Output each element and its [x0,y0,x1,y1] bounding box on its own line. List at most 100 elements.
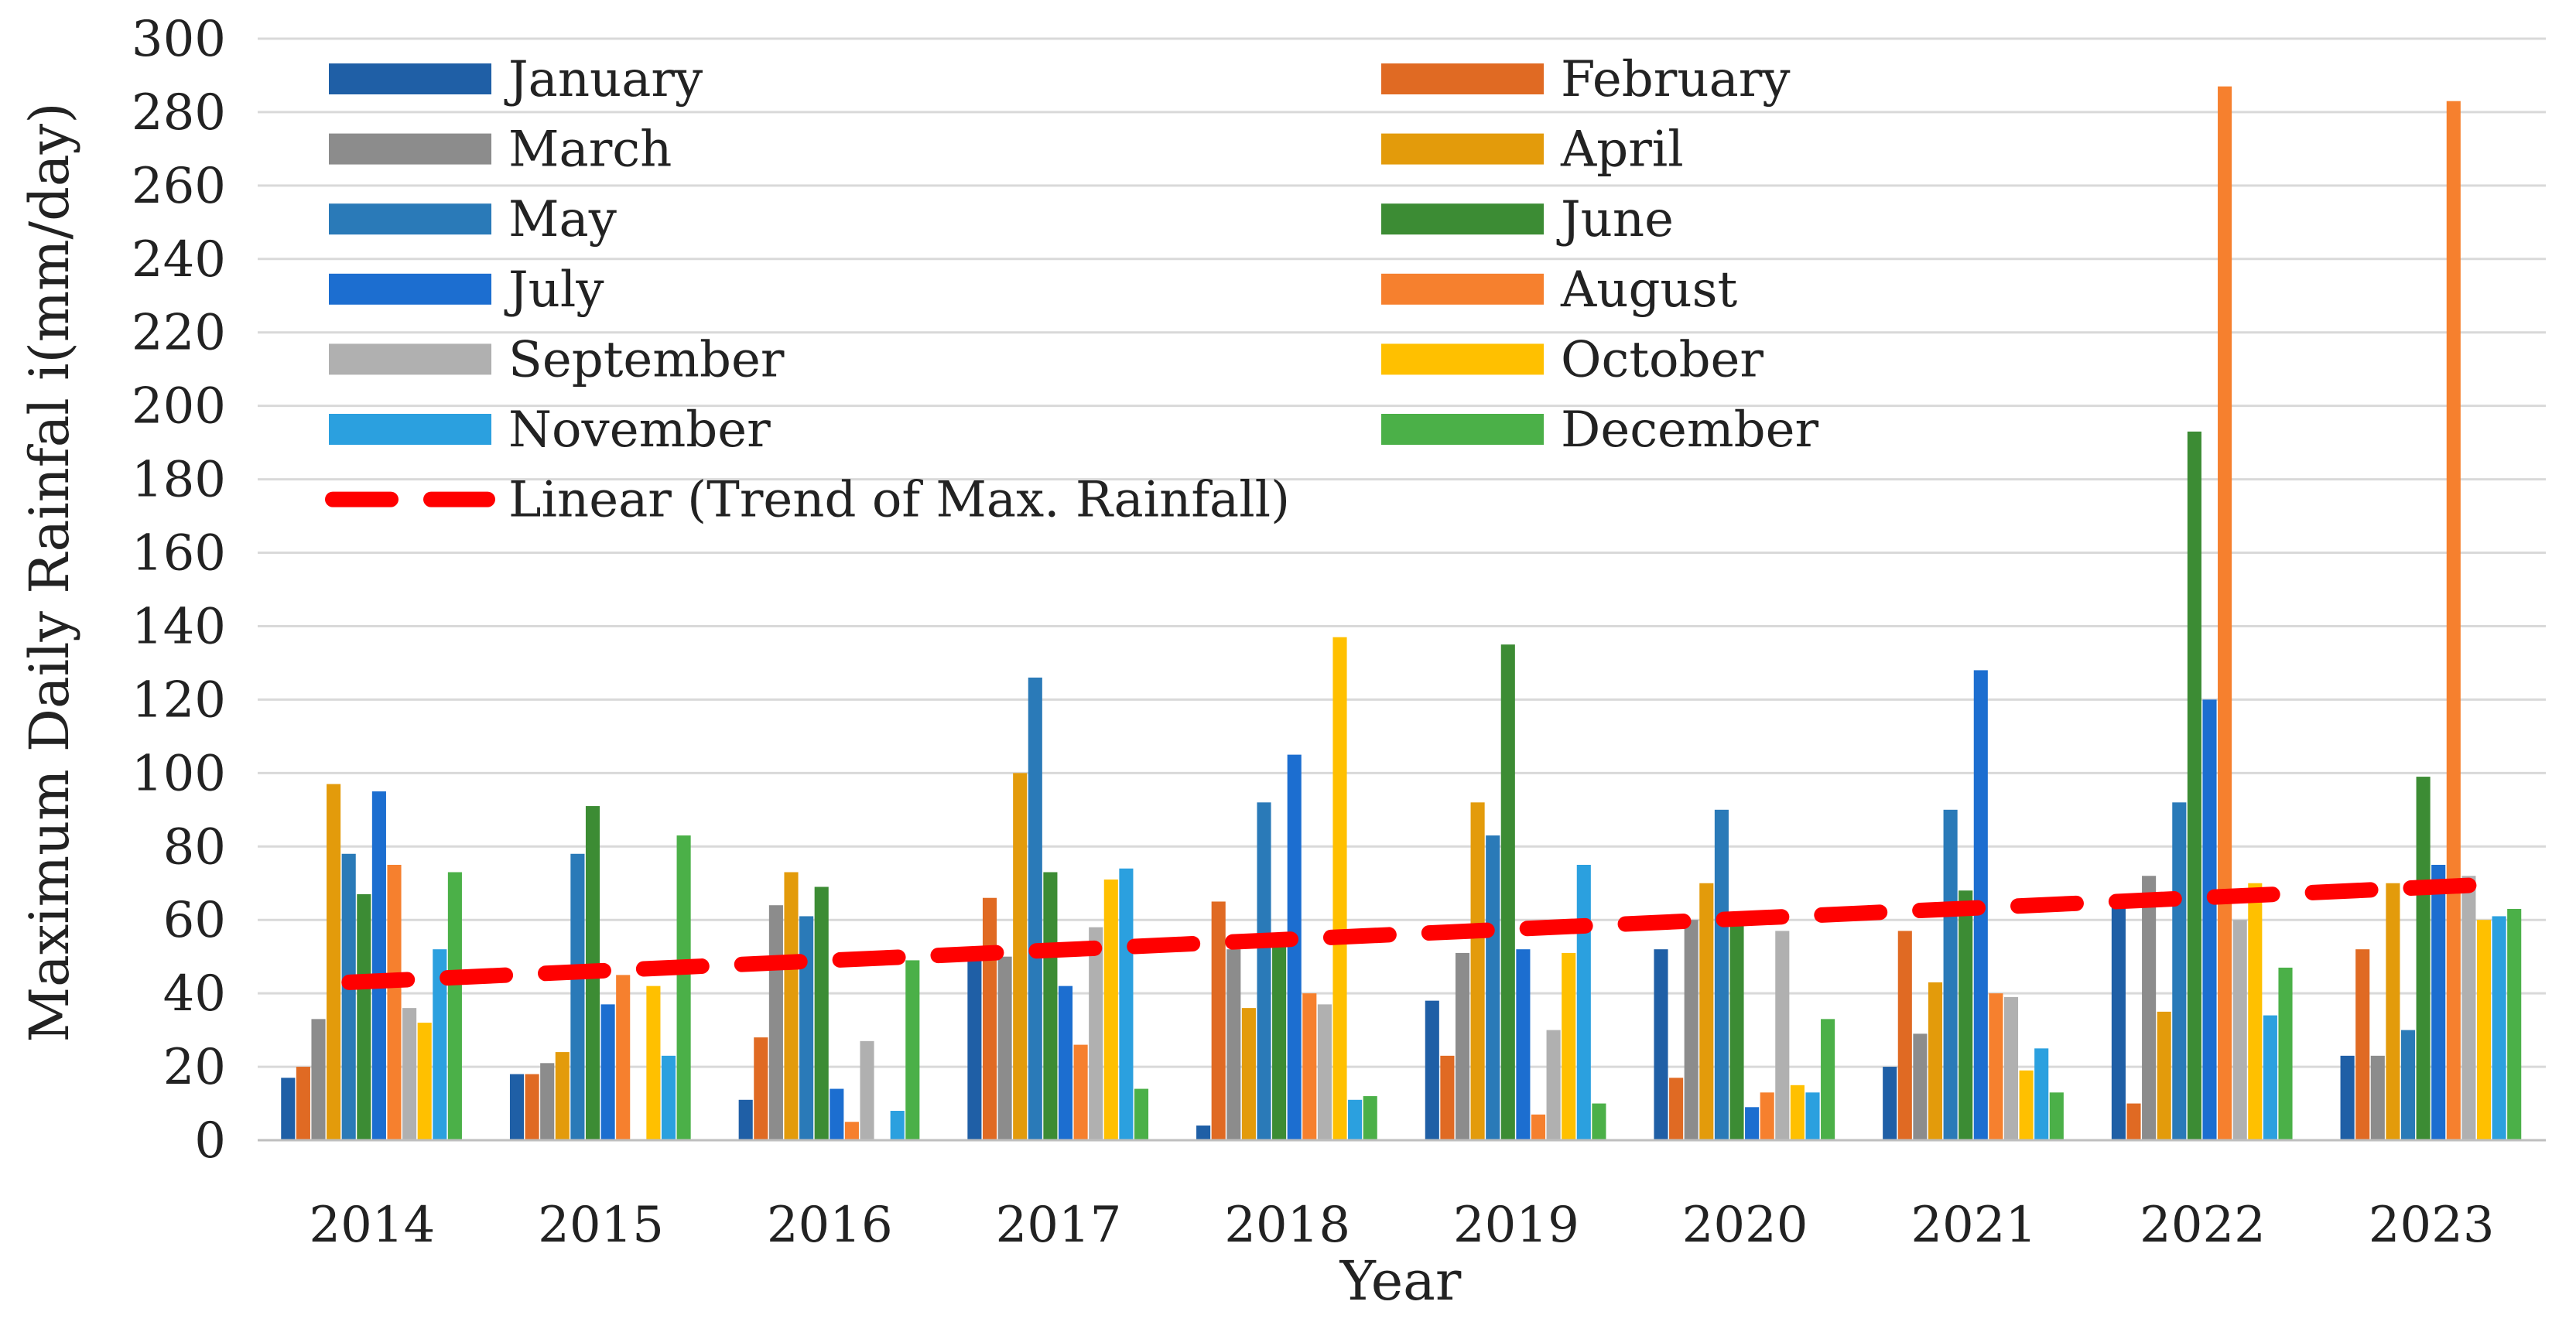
legend-swatch [1381,133,1544,165]
legend-item: June [1381,191,1674,248]
bar [357,893,371,1140]
bar [1989,993,2003,1140]
y-tick-label: 120 [132,671,226,729]
legend-item: November [329,401,771,459]
x-tick-label: 2022 [2140,1197,2266,1254]
bar [1043,872,1058,1140]
bar [860,1040,874,1140]
bar [967,960,982,1140]
bar [281,1078,296,1140]
bar [570,853,585,1140]
bar [1226,949,1241,1140]
bar [830,1088,844,1140]
bar [1470,802,1485,1140]
x-tick-label: 2017 [996,1197,1122,1254]
legend-item: October [1381,331,1764,388]
legend-label: August [1560,261,1737,319]
bar [402,1008,417,1140]
bar [1302,993,1317,1140]
bar [616,975,631,1140]
x-tick-label: 2014 [309,1197,435,1254]
bar [1913,1033,1928,1140]
bar [1028,677,1042,1140]
bar [1211,901,1226,1140]
legend-label: March [508,121,672,179]
legend-item: May [329,191,617,248]
legend-label: July [504,261,604,319]
y-tick-label: 0 [194,1112,226,1170]
bar [997,956,1012,1140]
bar [1272,938,1287,1140]
bar [1287,754,1302,1140]
legend-swatch [329,414,491,445]
bar [1699,883,1714,1140]
bar [676,835,691,1140]
trend-line-layer [341,877,2485,990]
legend-item: February [1381,51,1790,108]
bar [2492,916,2506,1140]
y-axis-title: Maximum Daily Rainfal i(mm/day) [18,102,81,1042]
bar [2187,431,2201,1140]
bar [341,853,356,1140]
bar [1928,982,1943,1140]
bar [1363,1096,1377,1140]
bar [1089,927,1103,1140]
bar [1348,1099,1363,1140]
trend-line [341,877,2485,990]
bar [2232,920,2247,1140]
bar [2416,777,2431,1140]
bar [1714,809,1729,1140]
bar [1196,1126,1211,1140]
bar [1959,890,1973,1140]
bar [1440,1055,1455,1140]
bar [1562,952,1576,1140]
y-tick-label: 260 [132,158,226,215]
bar [1654,949,1668,1140]
x-axis-title: Year [1339,1249,1462,1313]
x-tick-label: 2020 [1682,1197,1808,1254]
legend-item: December [1381,401,1818,459]
x-axis-ticks: 2014 2015 2016 2017 2018 2019 2020 2021 2022 2023 [309,1197,2494,1254]
y-tick-label: 280 [132,84,226,142]
legend-item: September [329,331,785,388]
x-tick-label: 2023 [2369,1197,2495,1254]
bar [2507,908,2522,1140]
legend-label: December [1561,401,1818,459]
bar [327,784,341,1140]
bar [1684,920,1699,1140]
bar [433,949,447,1140]
legend-item: March [329,121,672,179]
bar [2340,1055,2355,1140]
bar [844,1122,859,1140]
legend-item: January [329,51,703,108]
bar [1013,773,1028,1140]
x-tick-label: 2021 [1911,1197,2037,1254]
y-tick-label: 160 [132,525,226,582]
bar [1486,835,1500,1140]
bar [2446,101,2461,1140]
y-tick-label: 200 [132,378,226,436]
legend-item: April [1381,121,1684,179]
bar [1425,1000,1439,1140]
y-tick-label: 100 [132,745,226,802]
bar [890,1111,905,1140]
bar [2202,699,2217,1140]
bar [417,1023,432,1140]
bar [2431,865,2446,1140]
bar [2476,920,2492,1140]
legend-swatch [1381,414,1544,445]
legend-swatch [329,63,491,94]
gridlines [258,37,2546,1068]
bar [1669,1078,1684,1140]
bar [1531,1114,1546,1140]
bar [754,1037,768,1140]
bar [814,886,829,1140]
x-tick-label: 2016 [767,1197,893,1254]
bar [905,960,920,1140]
y-tick-label: 80 [163,818,226,876]
bar [371,791,386,1140]
bar [1745,1107,1760,1140]
bar [2003,996,2019,1140]
bar [2172,802,2187,1140]
